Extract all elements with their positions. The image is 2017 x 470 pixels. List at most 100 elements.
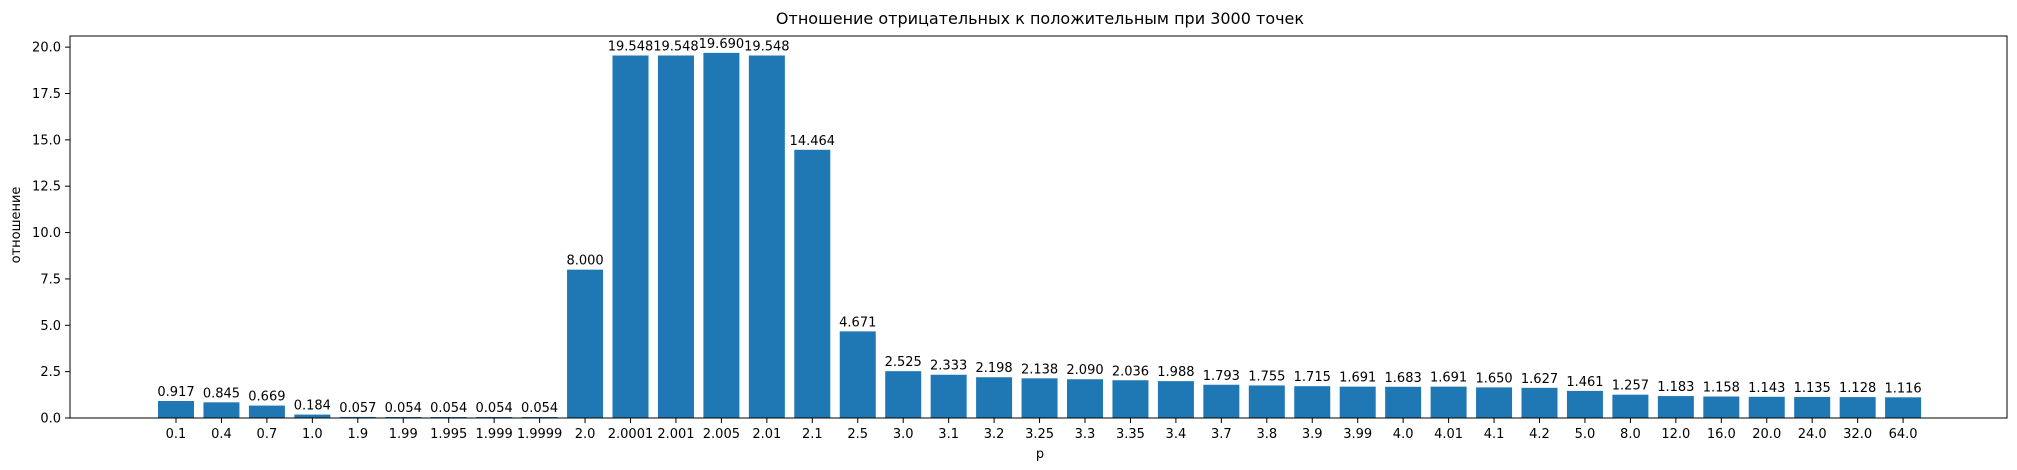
data-label: 1.128: [1839, 381, 1876, 396]
data-label: 8.000: [566, 254, 603, 269]
data-label: 4.671: [839, 315, 876, 330]
data-label: 1.143: [1748, 381, 1785, 396]
data-label: 1.683: [1385, 371, 1422, 386]
x-tick-label: 4.2: [1529, 427, 1550, 442]
y-tick-label: 17.5: [32, 87, 61, 102]
data-label: 0.054: [476, 401, 513, 416]
bar: [1157, 381, 1194, 418]
bar: [1703, 396, 1740, 418]
x-tick-label: 3.9: [1302, 427, 1323, 442]
x-tick-label: 3.3: [1075, 427, 1096, 442]
bar: [158, 401, 194, 418]
bar: [885, 371, 922, 418]
x-tick-label: 1.0: [302, 427, 323, 442]
bar: [339, 416, 376, 418]
bar: [1566, 390, 1603, 418]
x-tick-label: 1.995: [430, 427, 467, 442]
y-tick-label: 12.5: [32, 180, 61, 195]
data-label: 0.054: [430, 401, 467, 416]
y-tick-label: 10.0: [32, 226, 61, 241]
data-label: 19.690: [699, 37, 745, 52]
x-tick-label: 3.4: [1166, 427, 1187, 442]
y-tick-label: 0.0: [40, 412, 61, 427]
y-axis-label: отношение: [9, 187, 24, 264]
x-tick-label: 1.99: [389, 427, 418, 442]
data-label: 0.845: [203, 386, 240, 401]
y-tick-label: 7.5: [40, 272, 61, 287]
x-tick-label: 3.99: [1343, 427, 1372, 442]
data-label: 1.793: [1203, 369, 1240, 384]
data-label: 1.257: [1612, 379, 1649, 394]
bar: [1612, 394, 1649, 418]
data-label: 1.461: [1566, 375, 1603, 390]
y-tick-label: 5.0: [40, 319, 61, 334]
plot-frame: [69, 35, 2008, 419]
x-tick-label: 2.0: [575, 427, 596, 442]
data-label: 0.184: [294, 399, 331, 414]
bar: [1521, 387, 1558, 418]
data-label: 19.548: [653, 40, 699, 55]
x-tick-label: 3.7: [1211, 427, 1232, 442]
bar: [1248, 385, 1285, 418]
data-label: 1.755: [1248, 369, 1285, 384]
x-tick-label: 3.8: [1256, 427, 1277, 442]
x-tick-label: 2.0001: [608, 427, 654, 442]
bar: [1067, 379, 1103, 418]
x-tick-label: 24.0: [1798, 427, 1827, 442]
x-tick-label: 3.0: [893, 427, 914, 442]
bar: [1021, 378, 1058, 418]
bar: [1339, 386, 1376, 418]
x-tick-label: 1.999: [476, 427, 513, 442]
bar: [1385, 386, 1422, 418]
data-label: 1.116: [1884, 381, 1921, 396]
x-tick-label: 2.5: [847, 427, 868, 442]
data-label: 14.464: [790, 134, 836, 149]
x-axis-label: p: [1036, 447, 1044, 462]
plot-area: 0.917 0.1 0.845 0.4 0.669 0.7 0.184 1.0 0.057 1.9…: [32, 35, 2008, 442]
data-label: 1.158: [1703, 381, 1740, 396]
x-tick-label: 5.0: [1575, 427, 1596, 442]
bar: [612, 55, 649, 418]
x-tick-label: 12.0: [1661, 427, 1690, 442]
bar: [567, 269, 604, 418]
data-label: 0.054: [521, 401, 558, 416]
x-tick-label: 32.0: [1843, 427, 1872, 442]
data-label: 1.650: [1475, 371, 1512, 386]
x-tick-label: 2.005: [703, 427, 740, 442]
bar: [1112, 380, 1149, 418]
data-label: 2.138: [1021, 362, 1058, 377]
x-tick-label: 0.4: [211, 427, 232, 442]
x-tick-label: 0.7: [257, 427, 278, 442]
data-label: 2.036: [1112, 364, 1149, 379]
bar: [1657, 396, 1694, 418]
x-tick-label: 2.1: [802, 427, 823, 442]
bar: [1839, 397, 1876, 418]
x-tick-label: 2.001: [657, 427, 694, 442]
bar: [1748, 396, 1785, 418]
bar: [203, 402, 240, 418]
bar: [748, 55, 785, 418]
x-tick-label: 4.1: [1484, 427, 1505, 442]
y-tick-label: 20.0: [32, 41, 61, 56]
bar: [703, 52, 740, 419]
data-label: 1.691: [1430, 371, 1467, 386]
data-label: 1.183: [1657, 380, 1694, 395]
bar: [1430, 386, 1467, 418]
x-tick-label: 1.9: [347, 427, 368, 442]
data-label: 1.691: [1339, 371, 1376, 386]
bar: [930, 374, 967, 418]
bar: [1885, 397, 1922, 418]
data-label: 0.054: [385, 401, 422, 416]
x-tick-label: 4.01: [1434, 427, 1463, 442]
data-label: 19.548: [608, 40, 654, 55]
bar: [794, 149, 831, 418]
bar: [1476, 387, 1513, 418]
data-label: 0.917: [157, 385, 194, 400]
x-tick-label: 0.1: [166, 427, 187, 442]
data-label: 0.057: [339, 401, 376, 416]
bar: [976, 377, 1013, 418]
data-label: 1.715: [1294, 370, 1331, 385]
bar: [1203, 384, 1240, 418]
x-tick-label: 3.1: [938, 427, 959, 442]
